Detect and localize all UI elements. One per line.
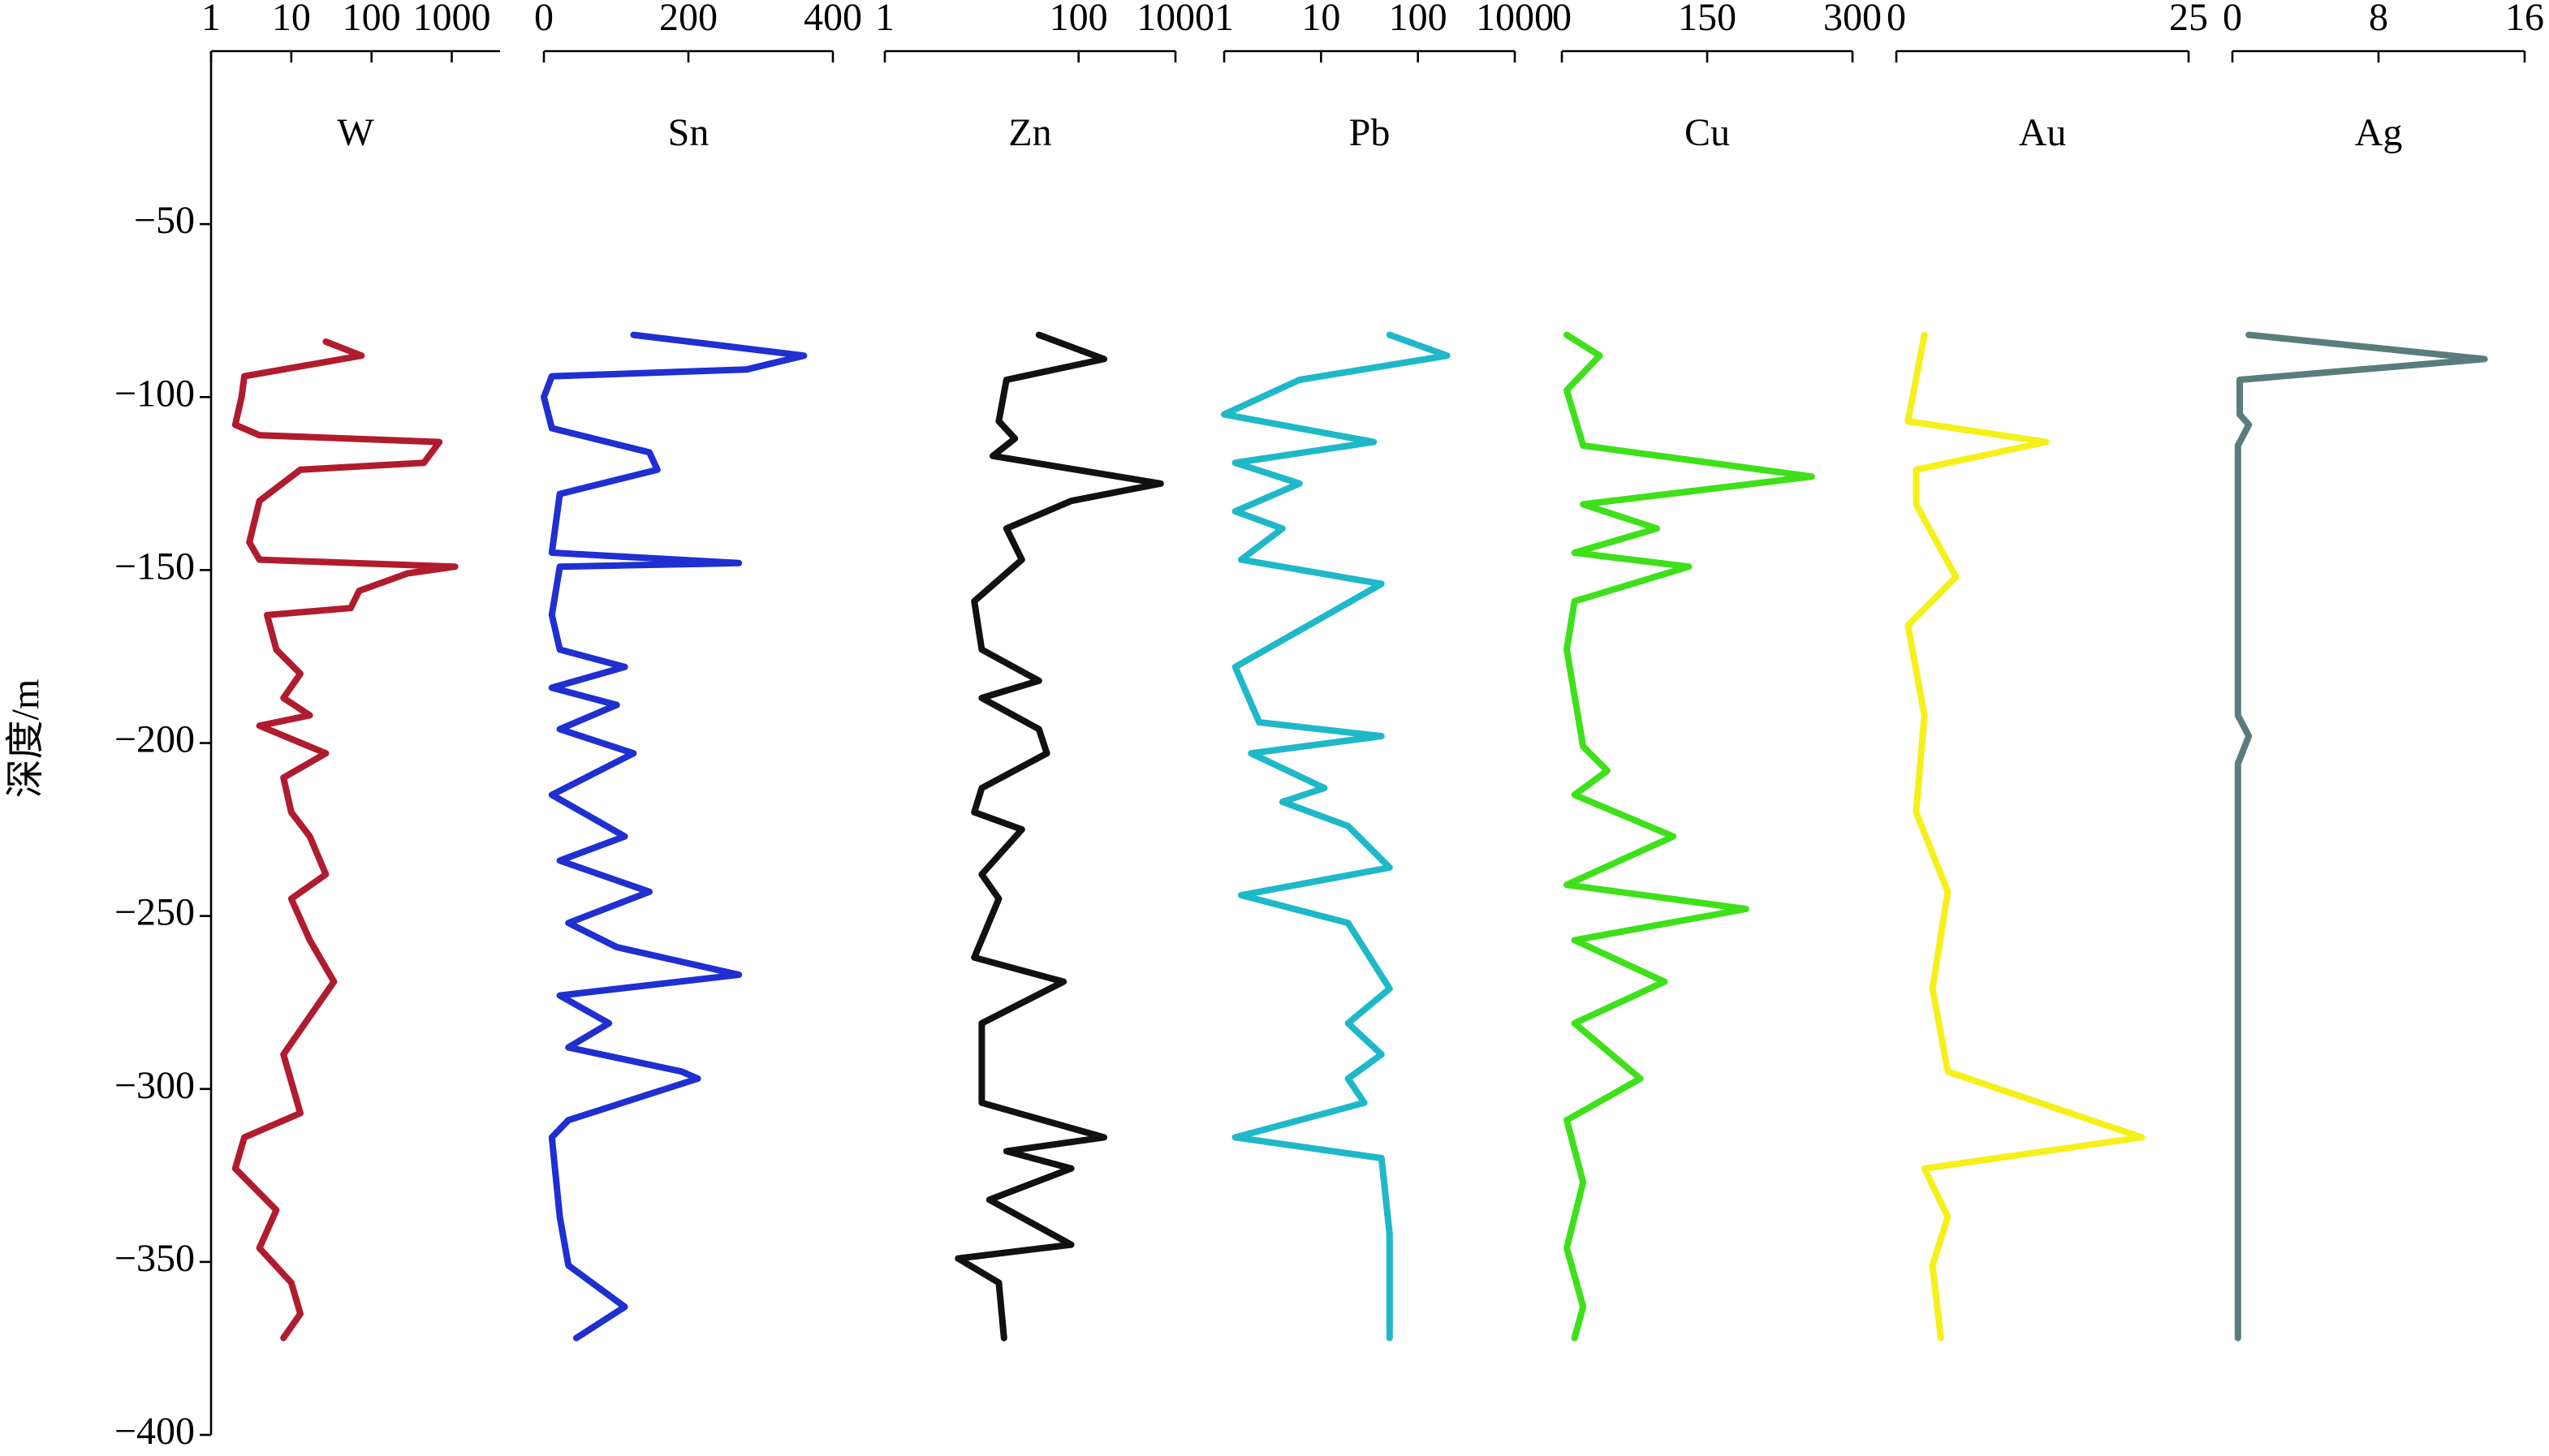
x-tick-label: 1000 (1136, 0, 1214, 39)
x-tick-label: 0 (1552, 0, 1572, 39)
log-trace (1563, 331, 1815, 1342)
x-tick-label: 10 (1301, 0, 1340, 39)
panel-title: Cu (1684, 111, 1730, 154)
panel-title: Zn (1008, 111, 1051, 154)
log-trace (1904, 331, 2146, 1342)
x-tick-label: 0 (1887, 0, 1906, 39)
x-tick-label: 100 (1050, 0, 1108, 39)
y-axis-label: 深度/m (4, 679, 47, 799)
log-trace (955, 331, 1164, 1342)
x-tick-label: 100 (1389, 0, 1447, 39)
x-tick-label: 1 (875, 0, 895, 39)
x-tick-label: 10 (272, 0, 311, 39)
panel-title: Pb (1349, 111, 1391, 154)
panel-title: Au (2019, 111, 2067, 154)
panel-title: Sn (668, 111, 709, 154)
x-tick-label: 150 (1678, 0, 1736, 39)
x-tick-label: 8 (2369, 0, 2388, 39)
panel-title: Ag (2355, 111, 2403, 154)
y-tick-label: −150 (114, 545, 195, 588)
x-tick-label: 1 (1214, 0, 1234, 39)
y-tick-label: −400 (114, 1410, 195, 1453)
y-tick-label: −50 (134, 199, 195, 242)
x-tick-label: 400 (804, 0, 862, 39)
x-tick-label: 0 (2223, 0, 2242, 39)
x-tick-label: 200 (659, 0, 718, 39)
x-tick-label: 1000 (412, 0, 490, 39)
log-trace (1221, 331, 1451, 1342)
log-trace (541, 331, 808, 1342)
log-trace (231, 338, 459, 1342)
y-tick-label: −250 (114, 891, 195, 934)
x-tick-label: 300 (1823, 0, 1882, 39)
x-tick-label: 1 (201, 0, 221, 39)
y-tick-label: −200 (114, 718, 195, 761)
y-tick-label: −100 (114, 372, 195, 415)
log-trace (2234, 331, 2488, 1342)
x-tick-label: 1000 (1476, 0, 1554, 39)
x-tick-label: 100 (343, 0, 401, 39)
x-tick-label: 25 (2169, 0, 2208, 39)
x-tick-label: 16 (2505, 0, 2544, 39)
x-tick-label: 0 (534, 0, 554, 39)
y-tick-label: −300 (114, 1064, 195, 1107)
panel-title: W (337, 111, 374, 154)
y-tick-label: −350 (114, 1237, 195, 1280)
